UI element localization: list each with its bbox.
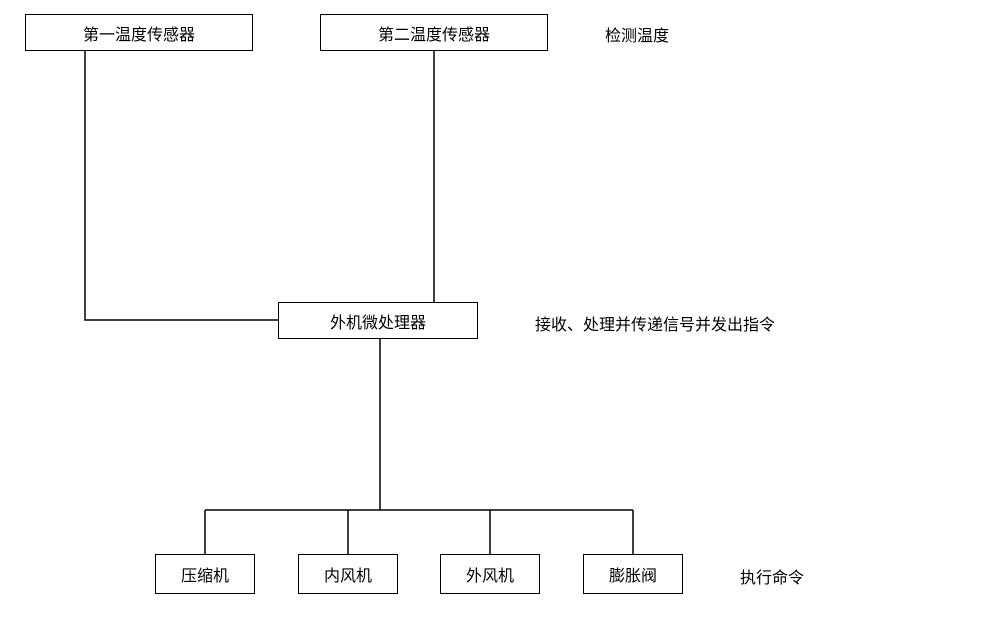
node-sensor2-label: 第二温度传感器: [378, 21, 490, 45]
diagram-canvas: 第一温度传感器 第二温度传感器 外机微处理器 压缩机 内风机 外风机 膨胀阀 检…: [0, 0, 1000, 638]
node-compressor-label: 压缩机: [181, 562, 229, 586]
row-label-execute: 执行命令: [740, 564, 804, 588]
edges-layer: [0, 0, 1000, 638]
node-expansion-valve: 膨胀阀: [583, 554, 683, 594]
node-outdoor-fan-label: 外风机: [466, 562, 514, 586]
node-sensor2: 第二温度传感器: [320, 14, 548, 51]
row-label-process: 接收、处理并传递信号并发出指令: [535, 311, 775, 335]
node-indoor-fan: 内风机: [298, 554, 398, 594]
node-indoor-fan-label: 内风机: [324, 562, 372, 586]
node-mcu: 外机微处理器: [278, 302, 478, 339]
row-label-detect: 检测温度: [605, 22, 669, 46]
node-sensor1-label: 第一温度传感器: [83, 21, 195, 45]
node-sensor1: 第一温度传感器: [25, 14, 253, 51]
node-compressor: 压缩机: [155, 554, 255, 594]
node-mcu-label: 外机微处理器: [330, 309, 426, 333]
node-outdoor-fan: 外风机: [440, 554, 540, 594]
node-expansion-valve-label: 膨胀阀: [609, 562, 657, 586]
